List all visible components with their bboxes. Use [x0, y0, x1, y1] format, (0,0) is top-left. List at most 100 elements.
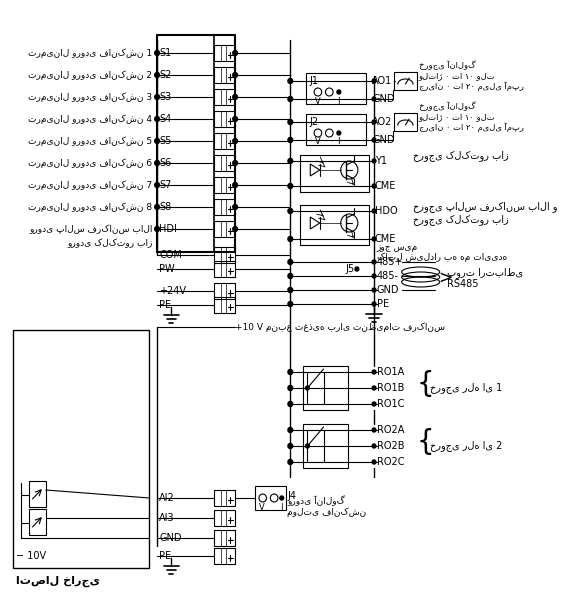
Text: J2: J2	[310, 117, 318, 127]
Text: ترمینال ورودی فانکشن 2: ترمینال ورودی فانکشن 2	[29, 70, 152, 80]
Text: 485+: 485+	[377, 257, 404, 267]
Bar	[214, 261, 235, 277]
Text: AO2: AO2	[372, 117, 392, 127]
Circle shape	[372, 428, 376, 432]
Text: I: I	[337, 97, 339, 106]
Text: ترمینال ورودی فانکشن 6: ترمینال ورودی فانکشن 6	[28, 158, 152, 168]
Text: ورودی کلکتور باز: ورودی کلکتور باز	[67, 238, 152, 248]
Bar	[214, 133, 235, 149]
Text: RO1A: RO1A	[377, 367, 404, 377]
Bar	[307, 73, 366, 104]
Circle shape	[270, 494, 278, 502]
Text: V: V	[315, 97, 321, 106]
Bar	[214, 155, 235, 171]
Circle shape	[372, 288, 376, 292]
Text: +10 V منبع تغذیه برای تنظیمات فرکانس: +10 V منبع تغذیه برای تنظیمات فرکانس	[235, 322, 445, 332]
Circle shape	[288, 274, 293, 278]
Circle shape	[372, 79, 376, 83]
Bar	[214, 111, 235, 127]
Circle shape	[372, 370, 376, 374]
Circle shape	[155, 139, 159, 143]
Circle shape	[372, 402, 376, 406]
Text: اتصال خارجی: اتصال خارجی	[16, 575, 100, 587]
Circle shape	[288, 427, 293, 433]
Circle shape	[372, 209, 376, 213]
Text: S6: S6	[159, 158, 171, 168]
Text: J1: J1	[310, 76, 318, 86]
Circle shape	[355, 267, 359, 271]
Text: خروجی رله ای 2: خروجی رله ای 2	[430, 440, 503, 451]
Bar	[214, 247, 235, 263]
Text: {: {	[417, 428, 434, 456]
Circle shape	[325, 129, 333, 137]
Circle shape	[305, 386, 310, 390]
Text: S2: S2	[159, 70, 171, 80]
Circle shape	[372, 237, 376, 241]
Text: S8: S8	[159, 202, 171, 212]
Circle shape	[288, 301, 293, 307]
Circle shape	[288, 97, 293, 101]
Circle shape	[372, 274, 376, 278]
Circle shape	[325, 88, 333, 96]
Circle shape	[288, 184, 293, 188]
Circle shape	[288, 287, 293, 292]
Text: RO2A: RO2A	[377, 425, 404, 435]
Text: {: {	[417, 370, 434, 398]
Bar	[255, 486, 286, 510]
Text: زوج سیم: زوج سیم	[377, 242, 418, 251]
Text: خروجی آنالوگ
ولتاژ ۰ تا ۱۰ ولت
جریان ۰ تا ۲۰ میلی آمپر: خروجی آنالوگ ولتاژ ۰ تا ۱۰ ولت جریان ۰ ت…	[419, 101, 524, 133]
Bar	[13, 330, 150, 568]
Text: 485-: 485-	[377, 271, 399, 281]
Bar	[214, 89, 235, 105]
Circle shape	[155, 50, 159, 55]
Circle shape	[233, 139, 238, 143]
Text: پورت ارتباطی
RS485: پورت ارتباطی RS485	[447, 267, 523, 289]
Circle shape	[233, 50, 238, 55]
Circle shape	[155, 226, 159, 232]
Bar	[214, 45, 235, 61]
Text: J5: J5	[346, 264, 354, 274]
Bar	[214, 199, 235, 215]
Text: HDI: HDI	[159, 224, 177, 234]
Text: ترمینال ورودی فانکشن 7: ترمینال ورودی فانکشن 7	[28, 180, 152, 190]
Bar	[307, 114, 366, 145]
Text: AI2: AI2	[159, 493, 175, 503]
Text: ورودی پالس فرکانس بالا: ورودی پالس فرکانس بالا	[29, 224, 152, 234]
Text: I: I	[337, 137, 339, 146]
Text: ترمینال ورودی فانکشن 8: ترمینال ورودی فانکشن 8	[28, 202, 152, 212]
Circle shape	[372, 159, 376, 163]
Text: GND: GND	[372, 94, 395, 104]
Bar	[214, 221, 235, 237]
Text: COM: COM	[159, 250, 182, 260]
Circle shape	[155, 94, 159, 100]
Bar	[29, 481, 46, 507]
Circle shape	[372, 460, 376, 464]
Text: PW: PW	[159, 264, 175, 274]
Text: CME: CME	[375, 181, 397, 191]
Text: GND: GND	[159, 533, 182, 543]
Circle shape	[372, 260, 376, 264]
Text: S3: S3	[159, 92, 171, 102]
Circle shape	[372, 386, 376, 390]
Circle shape	[233, 94, 238, 100]
Text: ترمینال ورودی فانکشن 4: ترمینال ورودی فانکشن 4	[29, 114, 152, 124]
Circle shape	[155, 160, 159, 166]
Circle shape	[155, 205, 159, 209]
Circle shape	[233, 73, 238, 77]
Text: RO2C: RO2C	[377, 457, 404, 467]
Bar	[157, 35, 214, 252]
Circle shape	[233, 116, 238, 121]
Circle shape	[288, 443, 293, 449]
Bar	[394, 72, 417, 90]
Circle shape	[288, 460, 293, 464]
Circle shape	[372, 120, 376, 124]
Bar	[214, 67, 235, 83]
Text: AI3: AI3	[159, 513, 175, 523]
Circle shape	[288, 236, 293, 241]
Text: − 10V: − 10V	[16, 551, 46, 561]
Text: >: >	[438, 269, 452, 287]
Text: RO1B: RO1B	[377, 383, 404, 393]
Circle shape	[372, 138, 376, 142]
Circle shape	[233, 205, 238, 209]
Text: CME: CME	[375, 234, 397, 244]
